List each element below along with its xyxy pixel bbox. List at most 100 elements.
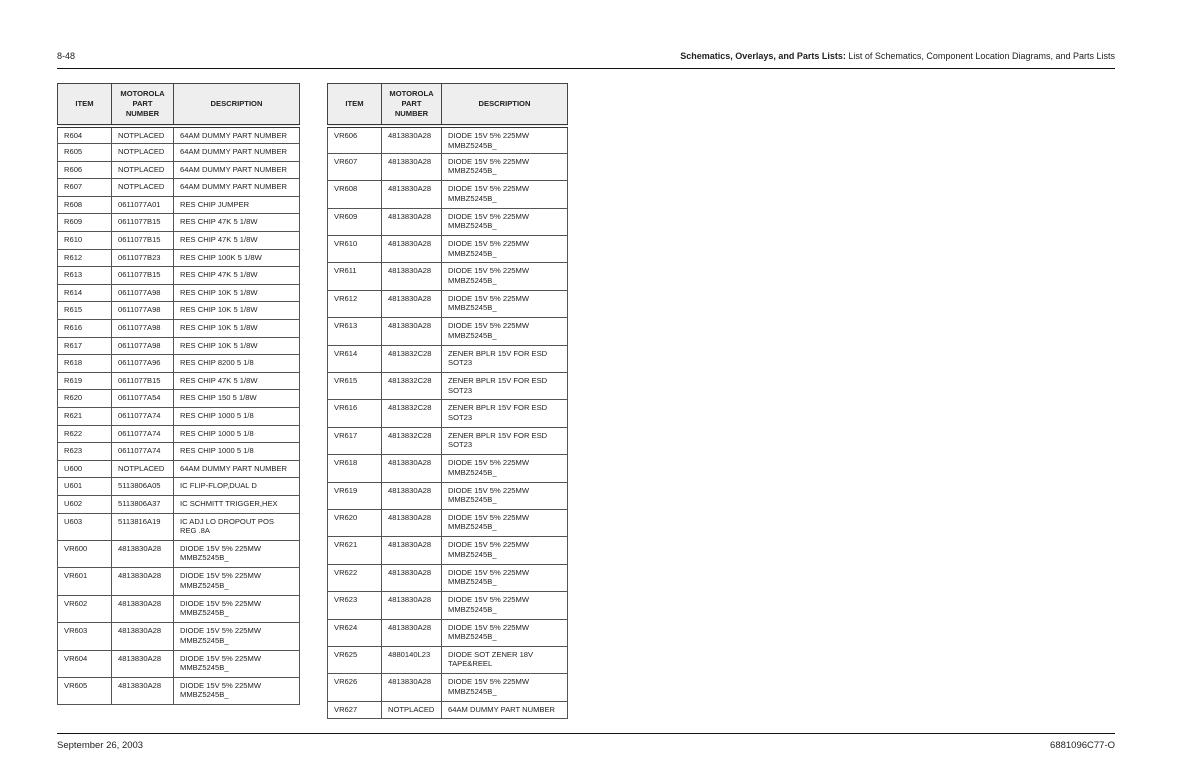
table-header-row: ITEM MOTOROLA PART NUMBER DESCRIPTION: [327, 83, 568, 128]
cell-part-number: 0611077A01: [111, 195, 174, 215]
cell-part-number: 0611077B15: [111, 213, 174, 233]
cell-item: R604: [57, 125, 112, 145]
cell-description: RES CHIP 10K 5 1/8W: [173, 283, 300, 303]
table-row: VR611 4813830A28 DIODE 15V 5% 225MW MMBZ524…: [327, 262, 568, 291]
table-row: VR604 4813830A28 DIODE 15V 5% 225MW MMBZ524…: [57, 649, 300, 678]
cell-description: IC ADJ LO DROPOUT POS REG .8A: [173, 512, 300, 541]
cell-item: R613: [57, 266, 112, 285]
cell-description: RES CHIP 47K 5 1/8W: [173, 266, 300, 285]
cell-item: VR612: [327, 289, 382, 319]
cell-description: IC SCHMITT TRIGGER,HEX: [173, 494, 300, 514]
column-header-item: ITEM: [327, 83, 382, 128]
cell-part-number: 4813830A28: [111, 567, 174, 596]
cell-part-number: 0611077B23: [111, 248, 174, 268]
table-row: R608 0611077A01 RES CHIP JUMPER: [57, 195, 300, 215]
cell-description: 64AM DUMMY PART NUMBER: [173, 160, 300, 180]
table-row: R619 0611077B15 RES CHIP 47K 5 1/8W: [57, 371, 300, 391]
cell-item: VR603: [57, 622, 112, 651]
cell-item: VR624: [327, 618, 382, 647]
table-row: U600 NOTPLACED 64AM DUMMY PART NUMBER: [57, 459, 300, 479]
table-row: VR605 4813830A28 DIODE 15V 5% 225MW MMBZ524…: [57, 676, 300, 706]
cell-part-number: 4813830A28: [381, 180, 442, 209]
cell-description: DIODE 15V 5% 225MW MMBZ5245B_: [441, 180, 568, 209]
cell-description: DIODE 15V 5% 225MW MMBZ5245B_: [441, 317, 568, 346]
cell-item: VR614: [327, 344, 382, 374]
table-header-row: ITEM MOTOROLA PART NUMBER DESCRIPTION: [57, 83, 300, 128]
table-row: VR616 4813832C28 ZENER BPLR 15V FOR ESD SOT…: [327, 399, 568, 428]
cell-item: R614: [57, 283, 112, 303]
cell-item: U600: [57, 459, 112, 479]
cell-part-number: 0611077A98: [111, 336, 174, 356]
header-rule: [57, 68, 1115, 69]
cell-item: R621: [57, 407, 112, 426]
cell-item: R617: [57, 336, 112, 356]
parts-table-left: ITEM MOTOROLA PART NUMBER DESCRIPTION R604…: [57, 83, 300, 706]
table-row: R613 0611077B15 RES CHIP 47K 5 1/8W: [57, 266, 300, 285]
table-row: R621 0611077A74 RES CHIP 1000 5 1/8: [57, 407, 300, 426]
cell-part-number: 0611077A98: [111, 283, 174, 303]
cell-description: DIODE 15V 5% 225MW MMBZ5245B_: [173, 622, 300, 651]
cell-part-number: 0611077A98: [111, 301, 174, 321]
cell-part-number: 4813830A28: [381, 454, 442, 483]
section-title-bold: Schematics, Overlays, and Parts Lists:: [680, 51, 846, 61]
footer-doc-number: 6881096C77-O: [1050, 740, 1115, 751]
table-row: VR623 4813830A28 DIODE 15V 5% 225MW MMBZ524…: [327, 591, 568, 620]
table-row: R612 0611077B23 RES CHIP 100K 5 1/8W: [57, 248, 300, 268]
cell-part-number: NOTPLACED: [111, 143, 174, 162]
cell-part-number: 0611077B15: [111, 371, 174, 391]
cell-description: DIODE 15V 5% 225MW MMBZ5245B_: [441, 563, 568, 593]
cell-item: VR615: [327, 372, 382, 401]
cell-item: VR605: [57, 676, 112, 706]
table-row: R616 0611077A98 RES CHIP 10K 5 1/8W: [57, 319, 300, 338]
cell-description: 64AM DUMMY PART NUMBER: [173, 125, 300, 145]
cell-part-number: 4813832C28: [381, 372, 442, 401]
cell-part-number: 4813832C28: [381, 344, 442, 374]
cell-description: DIODE 15V 5% 225MW MMBZ5245B_: [441, 207, 568, 237]
cell-item: U601: [57, 477, 112, 496]
cell-description: 64AM DUMMY PART NUMBER: [173, 459, 300, 479]
cell-item: VR609: [327, 207, 382, 237]
cell-item: R616: [57, 319, 112, 338]
cell-item: VR604: [57, 649, 112, 678]
table-row: VR600 4813830A28 DIODE 15V 5% 225MW MMBZ524…: [57, 539, 300, 569]
cell-description: DIODE 15V 5% 225MW MMBZ5245B_: [173, 676, 300, 706]
cell-part-number: NOTPLACED: [111, 178, 174, 197]
cell-description: 64AM DUMMY PART NUMBER: [441, 700, 568, 720]
cell-item: R609: [57, 213, 112, 233]
table-row: U603 5113816A19 IC ADJ LO DROPOUT POS REG .…: [57, 512, 300, 541]
cell-item: R607: [57, 178, 112, 197]
cell-item: VR613: [327, 317, 382, 346]
cell-part-number: 0611077A54: [111, 389, 174, 408]
cell-description: DIODE 15V 5% 225MW MMBZ5245B_: [441, 454, 568, 483]
cell-part-number: NOTPLACED: [111, 125, 174, 145]
cell-part-number: 0611077A96: [111, 354, 174, 373]
table-row: VR625 4880140L23 DIODE SOT ZENER 18V TAPE&R…: [327, 645, 568, 675]
cell-description: ZENER BPLR 15V FOR ESD SOT23: [441, 426, 568, 456]
table-row: VR610 4813830A28 DIODE 15V 5% 225MW MMBZ524…: [327, 235, 568, 264]
cell-description: DIODE 15V 5% 225MW MMBZ5245B_: [441, 673, 568, 702]
cell-description: ZENER BPLR 15V FOR ESD SOT23: [441, 399, 568, 428]
cell-description: DIODE 15V 5% 225MW MMBZ5245B_: [173, 594, 300, 624]
table-row: U601 5113806A05 IC FLIP-FLOP,DUAL D: [57, 477, 300, 496]
table-row: VR627 NOTPLACED 64AM DUMMY PART NUMBER: [327, 700, 568, 720]
cell-part-number: 4813830A28: [381, 317, 442, 346]
cell-item: VR622: [327, 563, 382, 593]
cell-item: R622: [57, 424, 112, 444]
table-row: VR602 4813830A28 DIODE 15V 5% 225MW MMBZ524…: [57, 594, 300, 624]
cell-part-number: 4813830A28: [381, 289, 442, 319]
cell-item: VR619: [327, 481, 382, 510]
cell-part-number: 4813830A28: [381, 618, 442, 647]
cell-description: DIODE 15V 5% 225MW MMBZ5245B_: [173, 567, 300, 596]
table-row: R606 NOTPLACED 64AM DUMMY PART NUMBER: [57, 160, 300, 180]
cell-description: DIODE 15V 5% 225MW MMBZ5245B_: [441, 289, 568, 319]
table-row: R605 NOTPLACED 64AM DUMMY PART NUMBER: [57, 143, 300, 162]
cell-part-number: 4880140L23: [381, 645, 442, 675]
table-row: VR606 4813830A28 DIODE 15V 5% 225MW MMBZ524…: [327, 125, 568, 154]
cell-description: ZENER BPLR 15V FOR ESD SOT23: [441, 372, 568, 401]
table-row: R607 NOTPLACED 64AM DUMMY PART NUMBER: [57, 178, 300, 197]
cell-part-number: 5113816A19: [111, 512, 174, 541]
cell-description: DIODE 15V 5% 225MW MMBZ5245B_: [441, 508, 568, 538]
cell-description: DIODE 15V 5% 225MW MMBZ5245B_: [441, 152, 568, 182]
cell-item: VR627: [327, 700, 382, 720]
cell-part-number: NOTPLACED: [111, 160, 174, 180]
